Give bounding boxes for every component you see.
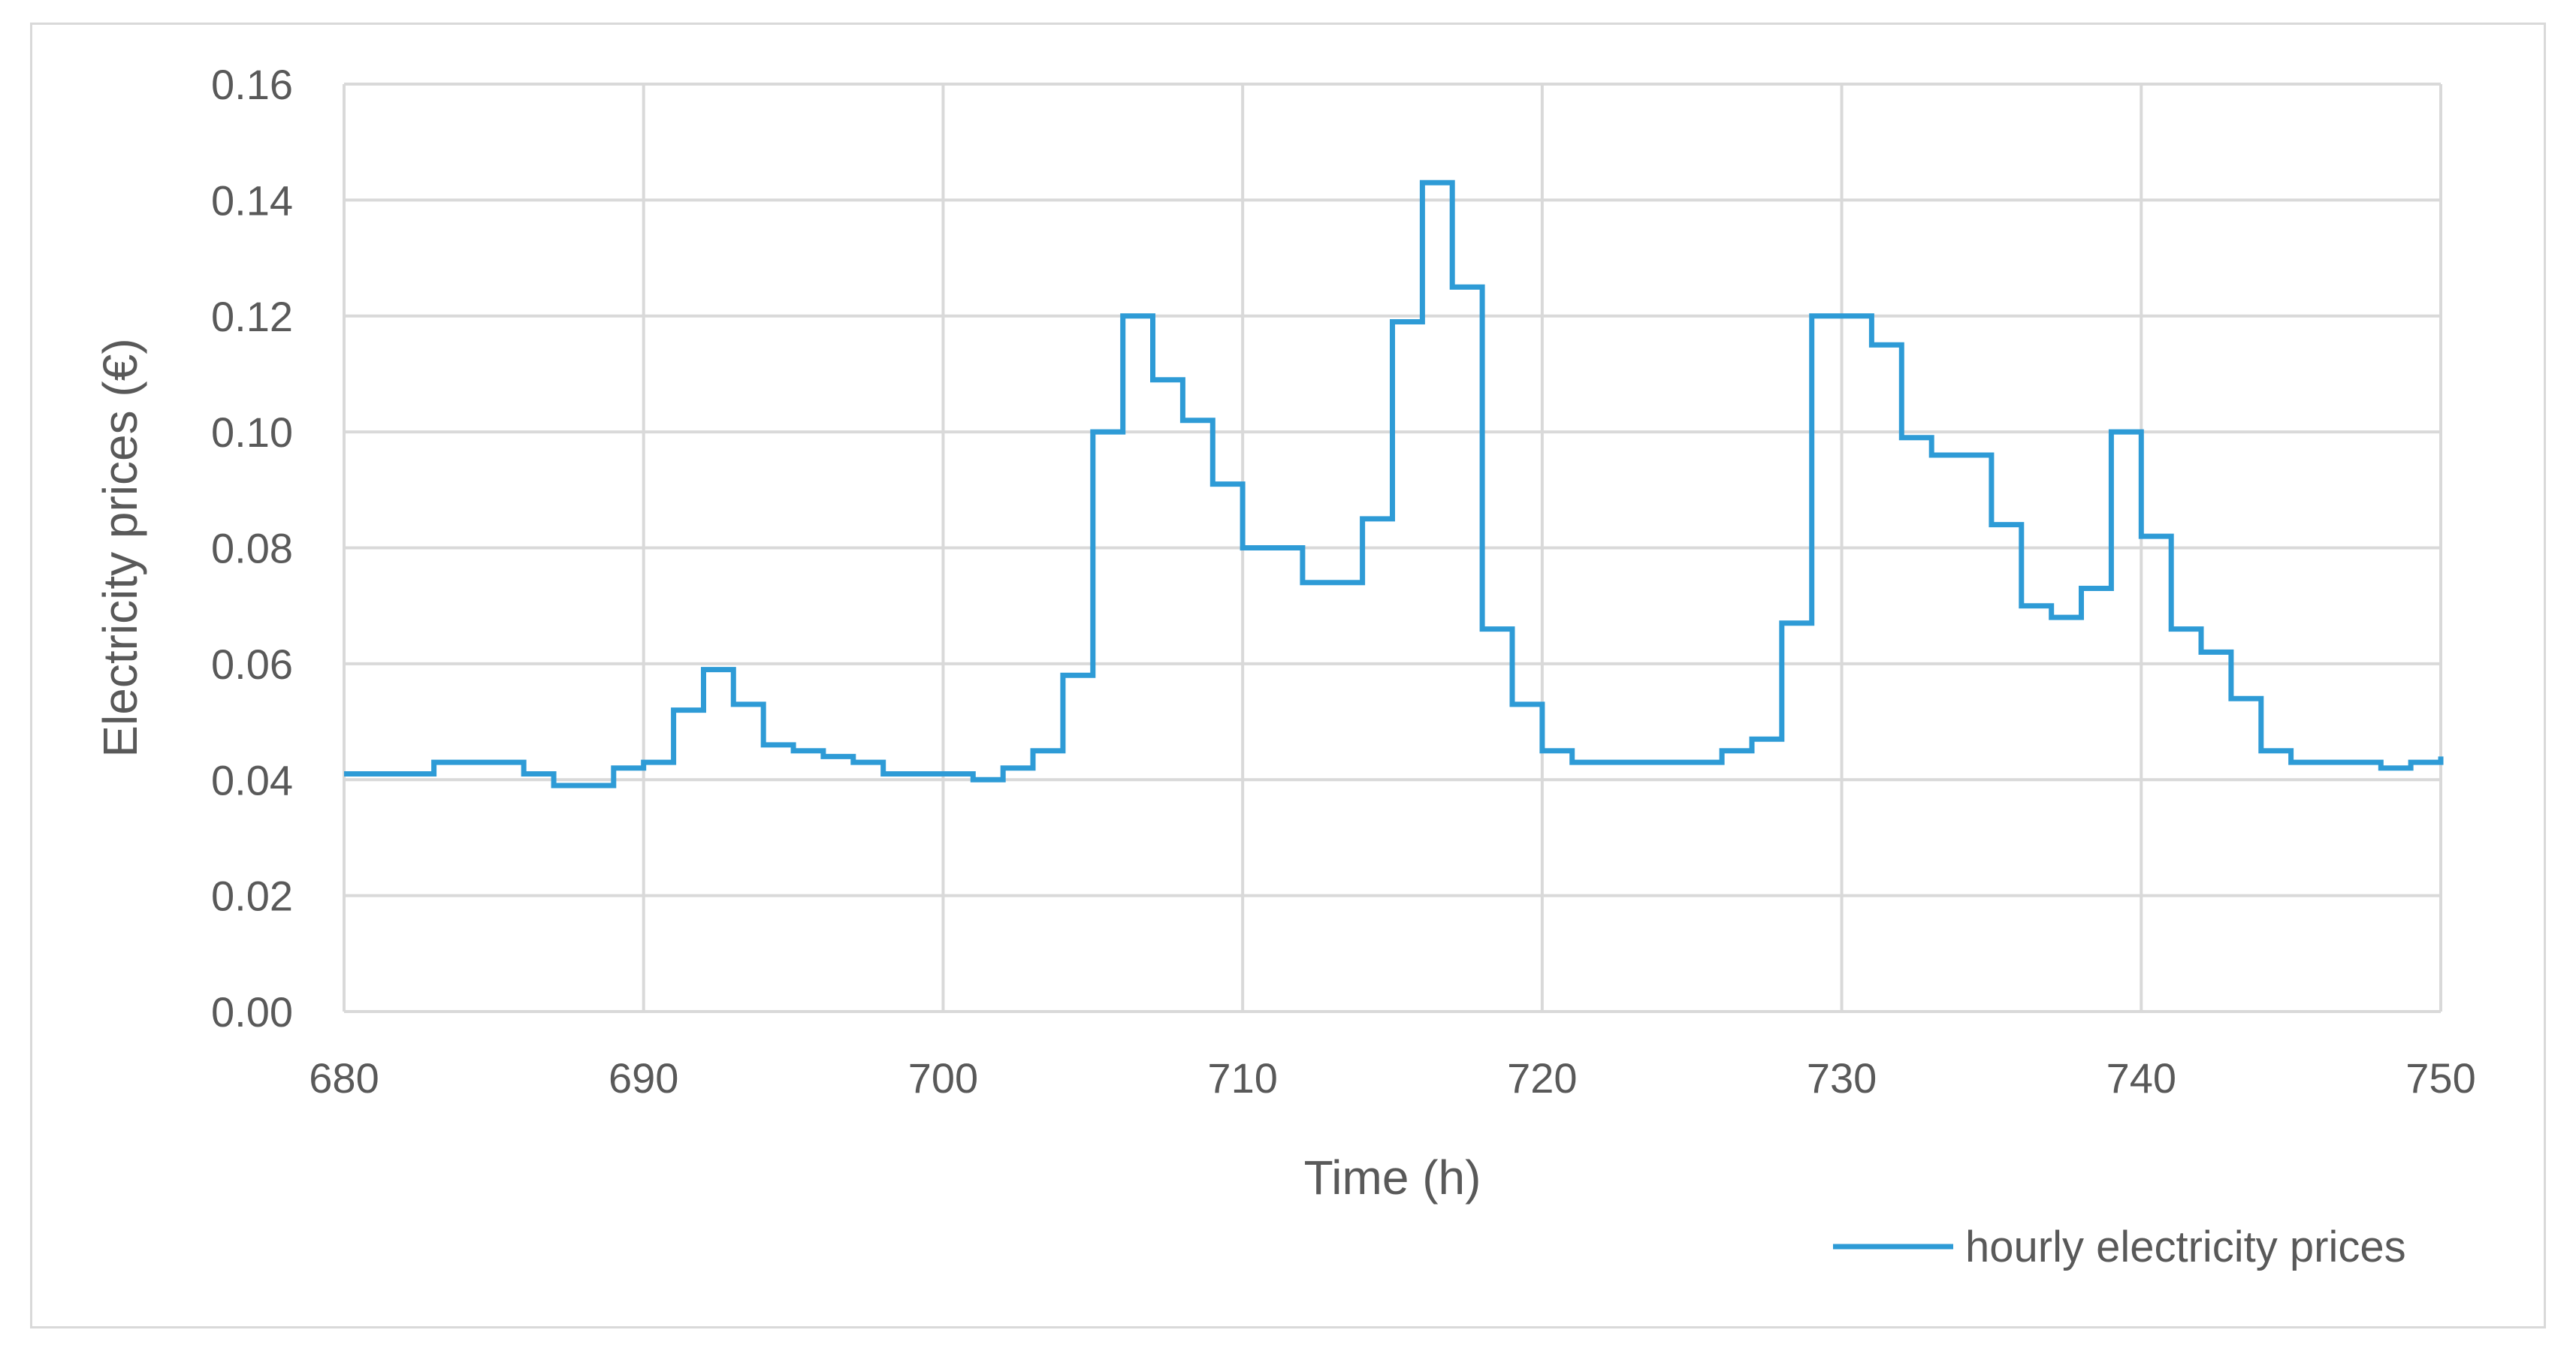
y-tick-label: 0.16	[211, 61, 293, 108]
y-tick-label: 0.04	[211, 756, 293, 804]
y-tick-label: 0.00	[211, 988, 293, 1036]
x-tick-label: 730	[1807, 1054, 1877, 1102]
x-tick-label: 680	[309, 1054, 379, 1102]
y-axis-tick-labels: 0.00 0.02 0.04 0.06 0.08 0.10 0.12 0.14 0.16	[211, 61, 293, 1036]
legend-label: hourly electricity prices	[1965, 1223, 2406, 1271]
grid-lines	[343, 83, 2442, 1013]
y-tick-label: 0.08	[211, 525, 293, 572]
y-tick-label: 0.06	[211, 641, 293, 688]
y-tick-label: 0.14	[211, 176, 293, 224]
y-tick-label: 0.12	[211, 293, 293, 340]
x-tick-label: 690	[609, 1054, 678, 1102]
x-axis-title: Time (h)	[1304, 1150, 1481, 1205]
series-line	[344, 179, 2444, 789]
series-layer	[344, 179, 2444, 789]
x-tick-label: 700	[908, 1054, 978, 1102]
x-tick-label: 740	[2106, 1054, 2176, 1102]
y-tick-label: 0.02	[211, 873, 293, 920]
y-tick-label: 0.10	[211, 409, 293, 456]
y-axis-title: Electricity prices (€)	[93, 338, 147, 757]
legend: hourly electricity prices	[1833, 1223, 2406, 1271]
x-tick-label: 750	[2405, 1054, 2475, 1102]
chart-frame	[30, 23, 2546, 1328]
x-tick-label: 720	[1507, 1054, 1577, 1102]
x-tick-label: 710	[1207, 1054, 1277, 1102]
x-axis-tick-labels: 680 690 700 710 720 730 740 750	[309, 1054, 2475, 1102]
